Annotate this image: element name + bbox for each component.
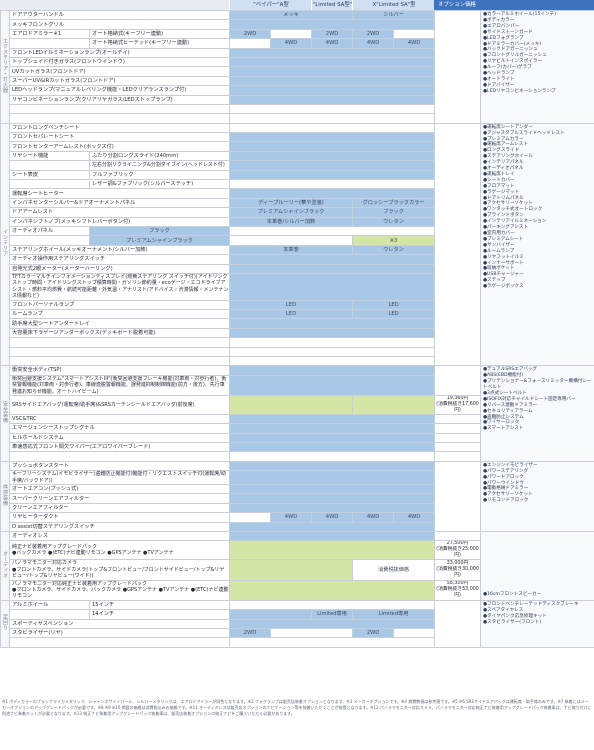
row-mirror: エアロドアミラー※1 — [9, 28, 90, 40]
category-exterior: エクステリア・灯火器 — [0, 10, 10, 124]
standard-list-audio: ●16cmフロントスピーカー — [480, 531, 594, 601]
row-door-handle: ドアアウターハンドル — [9, 9, 230, 21]
standard-list-safety: ●デュアルSRSエアバッグ ●ABS(EBD機能付) ●プリテンショナー&フォースリ… — [480, 365, 594, 462]
standard-list-chassis: ●フロントベンチレーテッドディスクブレーキ ●スペアタイヤレス ●タイヤパンク応急修… — [480, 599, 594, 648]
category-interior: インテリア — [0, 122, 10, 367]
price-nav-upgrade: 27,500円 (消費税抜き25,000円) — [434, 540, 482, 561]
category-safety: 安全装備 — [0, 365, 10, 462]
option-price-header: オプション価格 — [434, 0, 480, 10]
grade-header-c: X"Limited SA"型 — [352, 0, 435, 10]
footnotes: ※1 ボディカラーのブラックマイカメタリック、シャインホワイトパール、シルバーメ… — [2, 699, 592, 716]
standard-list-exterior: ●カラーアルミホイール(15インチ) ●ボディカラー ●エアロバンパー ●サイドストー… — [480, 10, 594, 124]
row-led-illumination: フロントLEDイルミネーションランプ(オールデイ) — [9, 47, 230, 58]
row-grille: メッキフロントグリル — [9, 19, 230, 30]
option-price-exterior — [434, 10, 482, 124]
grade-header-a: "ペイパー"A型 — [229, 0, 312, 10]
standard-list-body: ●エンジンイモビライザー ●パワーステアリング ●パワードアロック ●パワーウインドウ… — [480, 460, 594, 533]
spec-table: エクステリア・灯火器 ドアアウターハンドル メッキ シルバー ●カラーアルミホイ… — [0, 9, 594, 648]
category-chassis: 足回り — [0, 599, 10, 648]
cell-silver: シルバー — [352, 9, 436, 21]
category-body: 体感装備 — [0, 460, 10, 533]
price-panorama-nav: 58,300円 (消費税抜き53,000円) — [434, 579, 482, 601]
price-side-airbag: 19,360円 (消費税抜き17,600円) — [434, 394, 482, 415]
standard-features-header — [480, 0, 594, 10]
standard-list-interior: ●運転席シートアンダー ●アジャスタブルスライドヘッドレスト ●プレミアムカラー ●運… — [480, 122, 594, 367]
cell-plated: メッキ — [228, 9, 354, 21]
category-audio: オーディオ — [0, 531, 10, 601]
price-panorama-camera: 33,000円 (消費税抜き30,000円) — [434, 559, 482, 581]
grade-header-b: "Limited SA型" — [311, 0, 353, 10]
